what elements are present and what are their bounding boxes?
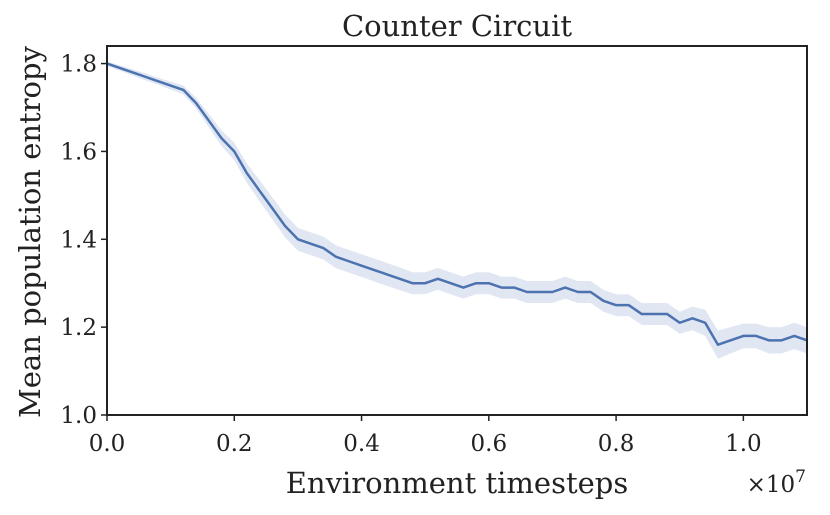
x-tick-label: 0.0 [89,431,126,457]
y-axis-label: Mean population entropy [13,45,47,418]
y-tick-label: 1.4 [60,227,97,253]
x-axis-multiplier-exponent: 7 [795,467,806,487]
x-tick-label: 0.2 [216,431,253,457]
x-axis-ticks: 0.0 0.2 0.4 0.6 0.8 1.0 [89,415,762,457]
y-tick-label: 1.6 [60,139,97,165]
x-tick-label: 0.8 [598,431,635,457]
plot-area [106,61,808,359]
series-line [106,62,808,346]
x-axis-multiplier: ×107 [747,467,806,498]
x-tick-label: 1.0 [725,431,762,457]
x-tick-label: 0.6 [471,431,508,457]
confidence-band [107,61,807,359]
y-axis-ticks: 1.0 1.2 1.4 1.6 1.8 [60,52,107,429]
y-tick-label: 1.0 [60,403,97,429]
chart-title: Counter Circuit [342,9,572,43]
y-tick-label: 1.2 [60,315,97,341]
x-axis-multiplier-base: ×10 [747,472,796,498]
axes-frame [106,45,808,416]
x-axis-label: Environment timesteps [286,466,628,500]
y-tick-label: 1.8 [60,52,97,78]
x-tick-label: 0.4 [343,431,380,457]
